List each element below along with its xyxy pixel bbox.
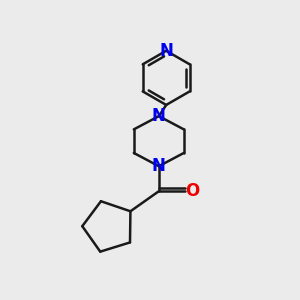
Text: N: N <box>159 42 173 60</box>
Text: N: N <box>152 107 166 125</box>
Text: O: O <box>185 182 199 200</box>
Text: N: N <box>152 157 166 175</box>
